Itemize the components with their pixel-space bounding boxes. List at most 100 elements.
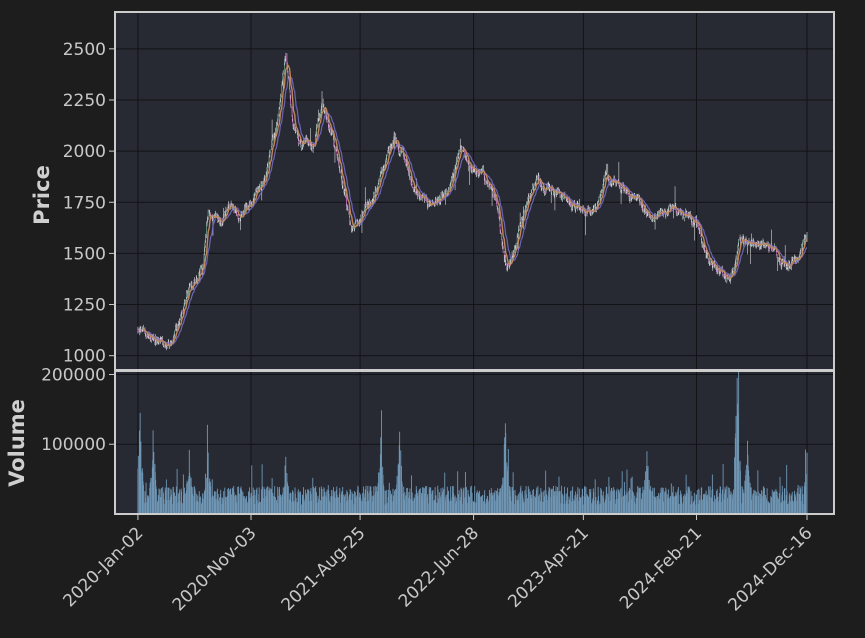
candle-body	[619, 185, 620, 187]
candle-body	[382, 167, 384, 170]
volume-bar	[184, 493, 186, 514]
volume-bar	[432, 500, 434, 514]
candle-body	[712, 264, 714, 266]
candle-body	[680, 209, 681, 211]
candle-body	[246, 204, 247, 207]
candle-body	[621, 187, 623, 191]
candle-body	[559, 193, 561, 196]
candle-body	[642, 207, 644, 211]
volume-bar	[312, 477, 314, 514]
candle-body	[417, 192, 419, 196]
volume-bar	[447, 493, 449, 514]
volume-bar	[194, 490, 196, 514]
volume-bar	[661, 487, 663, 514]
candle-body	[629, 196, 631, 201]
candle-body	[207, 216, 209, 219]
candle-body	[212, 219, 214, 221]
candle-body	[486, 182, 488, 184]
volume-bar	[321, 488, 323, 514]
candle-body	[146, 336, 148, 338]
candle-body	[773, 250, 774, 252]
candle-body	[529, 193, 531, 198]
candle-body	[347, 206, 349, 210]
candle-body	[671, 206, 672, 208]
candle-body	[804, 235, 806, 238]
candle-body	[703, 248, 705, 249]
candle-body	[499, 217, 500, 219]
candle-body	[709, 261, 711, 263]
candle-body	[459, 148, 461, 152]
candle-body	[380, 174, 381, 177]
candle-body	[375, 189, 377, 191]
candle-body	[282, 73, 284, 77]
volume-bar	[624, 490, 626, 514]
candle-body	[390, 146, 391, 148]
candle-body	[225, 209, 227, 210]
candle-body	[727, 275, 729, 278]
candle-body	[455, 162, 457, 167]
volume-bar	[463, 497, 465, 514]
candle-body	[277, 114, 279, 120]
volume-bar	[626, 493, 628, 514]
candle-body	[470, 165, 471, 168]
candle-body	[344, 190, 345, 193]
price-tick-label: 1750	[63, 193, 106, 213]
candle-body	[611, 181, 612, 184]
volume-bar	[337, 497, 338, 514]
candle-body	[183, 306, 185, 309]
volume-bar	[567, 487, 568, 514]
candle-body	[465, 157, 467, 159]
candle-body	[550, 188, 552, 191]
volume-bar	[525, 494, 527, 514]
candle-body	[491, 186, 492, 188]
candle-body	[217, 217, 218, 218]
candle-body	[747, 242, 749, 244]
candle-body	[742, 236, 744, 239]
candle-body	[354, 222, 356, 225]
candle-body	[761, 242, 763, 244]
candle-body	[326, 119, 328, 123]
candle-body	[404, 158, 406, 161]
volume-bar	[427, 503, 429, 514]
candle-body	[706, 254, 707, 256]
volume-bar	[549, 488, 551, 514]
candle-body	[750, 244, 751, 246]
candle-body	[181, 310, 183, 313]
candle-body	[495, 198, 496, 200]
volume-bar	[546, 500, 548, 514]
candle-body	[284, 60, 285, 65]
candle-body	[400, 151, 402, 153]
candle-body	[743, 240, 745, 243]
volume-bar	[394, 490, 395, 514]
candle-body	[225, 209, 227, 214]
candle-body	[276, 124, 278, 126]
candle-body	[502, 248, 504, 253]
candle-body	[171, 341, 173, 343]
candle-body	[359, 220, 361, 221]
candle-body	[305, 137, 307, 139]
candle-body	[533, 185, 535, 190]
candle-body	[698, 228, 700, 230]
volume-bar	[236, 502, 238, 514]
volume-bar	[712, 489, 714, 514]
volume-bar	[450, 500, 452, 514]
candle-body	[191, 283, 192, 287]
volume-bar	[782, 492, 784, 514]
candle-body	[408, 172, 410, 174]
candle-body	[232, 205, 233, 209]
volume-bar	[626, 469, 628, 514]
candle-body	[470, 165, 472, 170]
candle-body	[525, 207, 526, 209]
candle-body	[334, 145, 335, 149]
candle-body	[442, 195, 444, 197]
volume-bar	[396, 476, 398, 514]
candle-body	[384, 166, 386, 168]
volume-bars	[137, 371, 808, 514]
volume-bar	[558, 476, 560, 514]
candle-body	[319, 115, 320, 118]
candle-body	[665, 212, 666, 216]
candle-body	[398, 151, 400, 154]
candle-body	[186, 293, 188, 294]
candle-body	[454, 166, 456, 171]
candle-body	[625, 190, 627, 192]
